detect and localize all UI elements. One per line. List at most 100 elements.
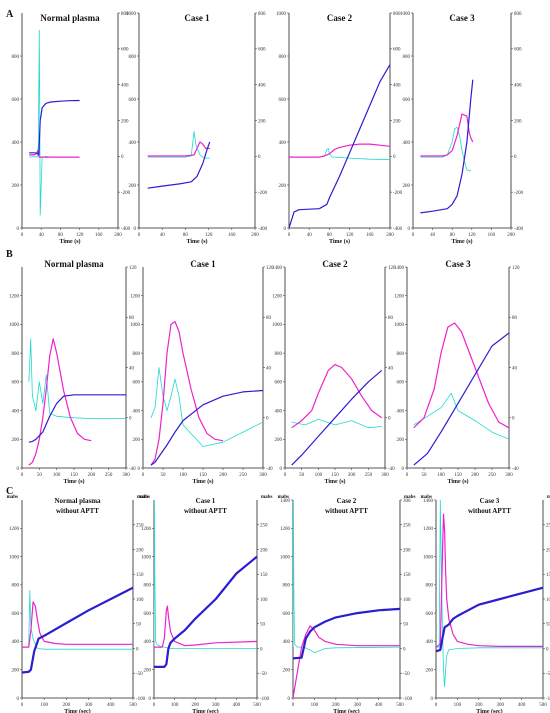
y-tick-label-right: 150 <box>546 573 550 578</box>
y-tick-label-right: 400 <box>393 83 401 88</box>
y-tick-label-right: 400 <box>514 83 522 88</box>
y-tick-label-right: -50 <box>403 672 410 677</box>
chart-panel-2: 0 40 80 120 160 200 0 200 400 600 800 1000 -400 -200 0… <box>126 12 268 245</box>
series-line-blue <box>436 586 543 653</box>
panel-title: Normal plasma <box>44 259 104 269</box>
y-tick-label-left: 1200 <box>423 527 434 532</box>
y-tick-label-left: 0 <box>138 467 141 472</box>
y-tick-label-right: 300 <box>403 499 411 504</box>
x-tick-label: 250 <box>239 473 247 478</box>
x-tick-label: 100 <box>454 703 462 708</box>
x-tick-label: 200 <box>219 473 227 478</box>
y-tick-label-right: 200 <box>546 548 550 553</box>
y-tick-label-left: 400 <box>144 640 152 645</box>
y-tick-label-right: 40 <box>129 366 135 371</box>
y-tick-label-right: 600 <box>258 48 266 53</box>
x-axis-label: Time (s) <box>329 238 350 245</box>
series-line-blue <box>413 332 509 466</box>
unit-label-right: mabs <box>261 495 272 500</box>
series-group <box>420 79 474 214</box>
y-tick-label-left: 600 <box>129 98 137 103</box>
x-tick-label: 150 <box>454 473 462 478</box>
x-tick-label: 150 <box>199 473 207 478</box>
x-tick-label: 80 <box>183 233 189 238</box>
x-tick-label: 150 <box>331 473 339 478</box>
chart-panel-1: 0 40 80 120 160 200 0 200 400 600 800 -400 -200 0 200 4… <box>12 12 131 245</box>
y-tick-label-left: 600 <box>144 612 152 617</box>
x-tick-label: 0 <box>21 703 24 708</box>
x-axis-label: Time (s) <box>192 478 213 485</box>
series-line-magenta <box>289 143 390 158</box>
x-tick-label: 40 <box>160 233 166 238</box>
y-tick-label-left: 800 <box>397 352 405 357</box>
y-tick-label-right: 0 <box>393 155 396 160</box>
x-tick-label: 200 <box>507 233 515 238</box>
chart-panel-6: 0 50 100 150 200 250 300020040060080010001200-… <box>130 259 274 485</box>
y-tick-label-left: 1000 <box>423 555 434 560</box>
y-tick-label-left: 1400 <box>394 266 405 271</box>
x-axis-label: Time (sec) <box>476 708 502 713</box>
y-tick-label-left: 1000 <box>9 323 20 328</box>
y-tick-label-left: 400 <box>397 409 405 414</box>
y-tick-label-left: 600 <box>12 381 20 386</box>
x-tick-label: 120 <box>468 233 476 238</box>
x-axis-label: Time (s) <box>451 238 472 245</box>
y-tick-label-right: 200 <box>260 548 268 553</box>
x-tick-label: 500 <box>129 703 137 708</box>
series-line-magenta <box>291 364 383 429</box>
x-tick-label: 300 <box>122 473 130 478</box>
x-tick-label: 400 <box>107 703 115 708</box>
y-tick-label-left: 200 <box>279 184 287 189</box>
y-tick-label-left: 800 <box>426 584 434 589</box>
panel-title: Case 1 <box>196 497 216 505</box>
y-tick-label-right: 120 <box>512 266 520 271</box>
x-axis-label: Time (s) <box>447 478 468 485</box>
series-line-magenta <box>436 513 543 648</box>
y-tick-label-right: 0 <box>266 417 269 422</box>
y-tick-label-left: 400 <box>275 409 283 414</box>
x-tick-label: 0 <box>412 233 415 238</box>
y-tick-label-right: 250 <box>136 524 144 529</box>
y-tick-label-left: 1000 <box>126 12 137 17</box>
panel-title: without APTT <box>56 507 99 515</box>
x-tick-label: 120 <box>76 233 84 238</box>
series-line-cyan <box>147 130 210 159</box>
y-tick-label-right: -400 <box>514 227 524 232</box>
series-group <box>291 364 383 466</box>
y-tick-label-left: 1000 <box>400 12 411 17</box>
unit-label-right: mabs <box>404 495 415 500</box>
y-tick-label-right: -50 <box>136 672 143 677</box>
x-axis-label: Time (s) <box>63 478 84 485</box>
y-tick-label-left: 400 <box>12 640 20 645</box>
y-tick-label-left: 600 <box>283 612 291 617</box>
y-tick-label-left: 1400 <box>423 499 434 504</box>
y-tick-label-left: 0 <box>17 697 20 702</box>
y-tick-label-left: 600 <box>279 98 287 103</box>
x-tick-label: 200 <box>348 473 356 478</box>
chart-panel-9: 0 100 200 300 400 500020040060080010001200-10… <box>7 495 149 713</box>
y-tick-label-right: 0 <box>546 647 549 652</box>
panel-title: Case 3 <box>445 259 471 269</box>
series-line-magenta <box>413 322 509 429</box>
unit-label-left: mabs <box>278 495 289 500</box>
chart-panel-4: 0 40 80 120 160 200 0 200 400 600 800 1000 -400 -200 0… <box>400 12 524 245</box>
series-line-magenta <box>293 625 400 698</box>
y-tick-label-right: 0 <box>403 647 406 652</box>
series-group <box>289 64 390 228</box>
y-tick-label-right: -400 <box>258 227 268 232</box>
y-tick-label-right: 200 <box>136 548 144 553</box>
y-tick-label-right: 0 <box>260 647 263 652</box>
y-tick-label-right: 250 <box>260 524 268 529</box>
x-tick-label: 100 <box>40 703 48 708</box>
chart-panel-12: 0 100 200 300 400 500020040060080010001200140… <box>421 495 550 713</box>
series-line-blue <box>147 141 211 189</box>
y-tick-label-right: 50 <box>403 623 409 628</box>
y-tick-label-right: 40 <box>512 366 518 371</box>
y-tick-label-right: 50 <box>260 623 266 628</box>
x-axis-label: Time (s) <box>186 238 207 245</box>
series-group <box>28 338 126 466</box>
y-tick-label-left: 200 <box>275 438 283 443</box>
y-tick-label-left: 0 <box>431 697 434 702</box>
y-tick-label-left: 600 <box>403 98 411 103</box>
series-line-cyan <box>29 29 80 216</box>
